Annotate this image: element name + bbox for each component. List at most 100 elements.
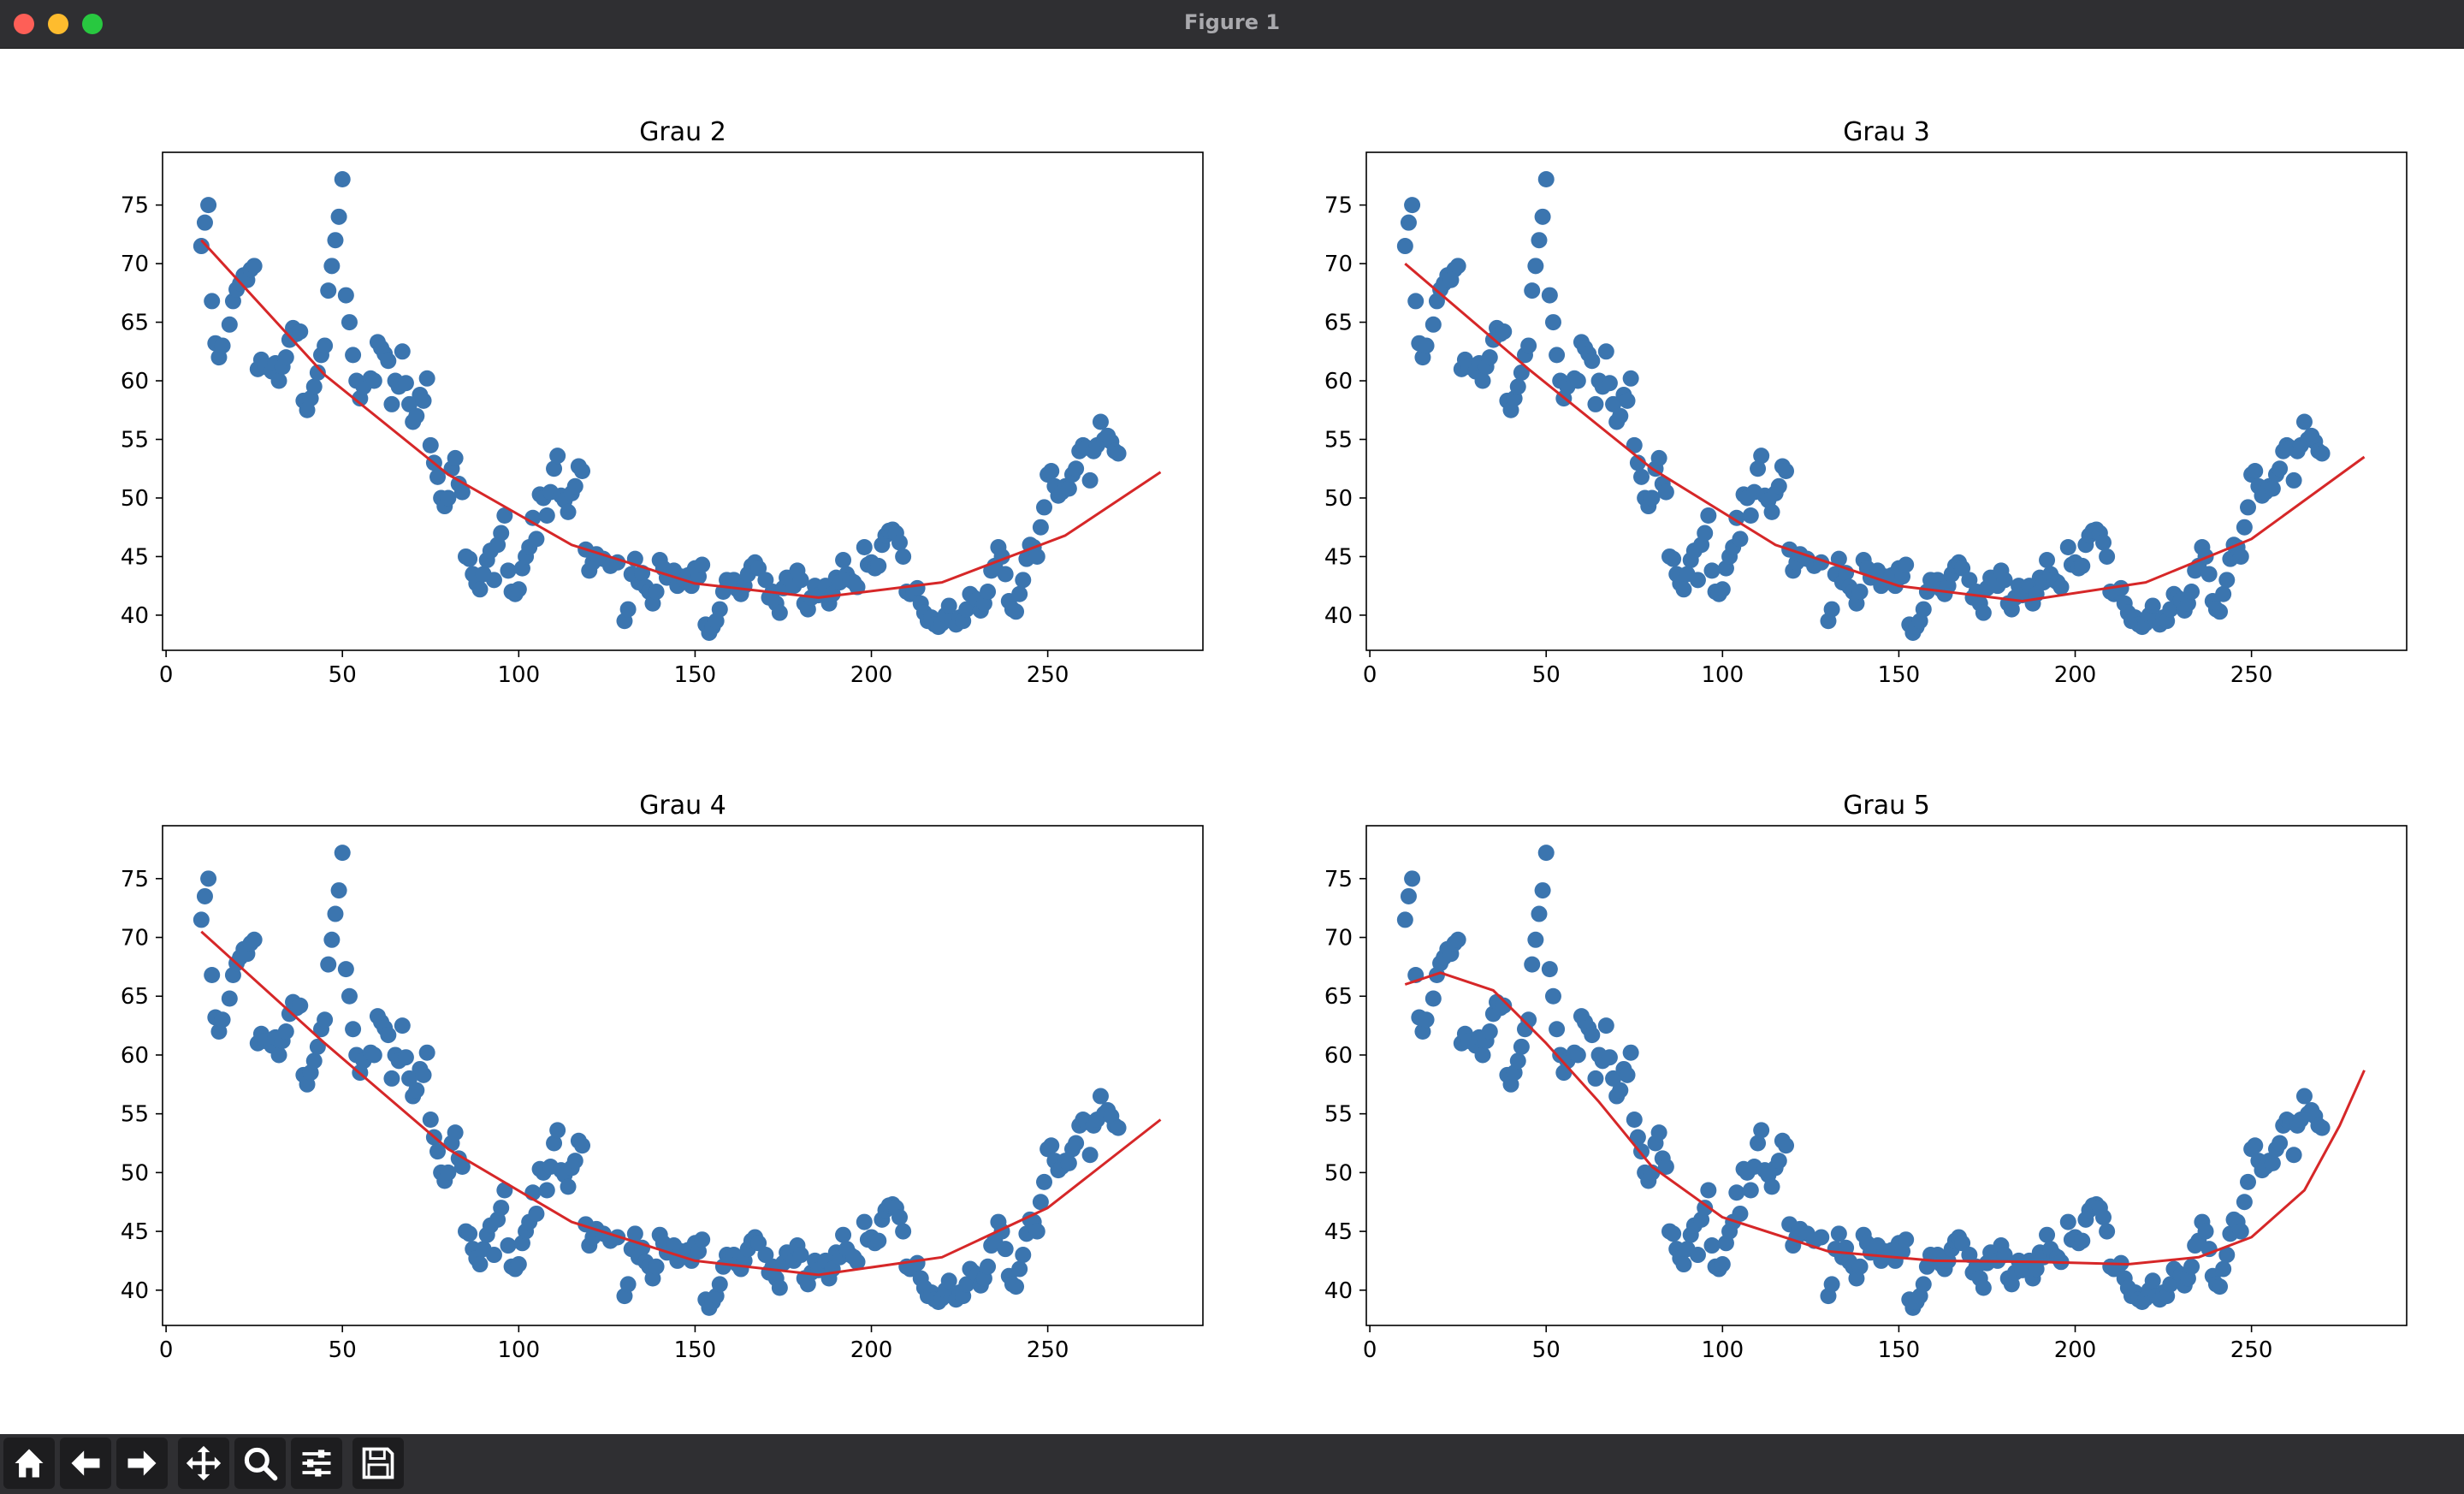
data-point	[560, 503, 577, 520]
data-point	[1534, 882, 1551, 899]
data-point	[1689, 1247, 1706, 1264]
data-point	[1697, 525, 1714, 542]
data-point	[334, 170, 351, 187]
data-point	[1823, 601, 1840, 618]
data-point	[415, 1066, 432, 1083]
polyfit-curve	[1404, 971, 2366, 1266]
data-point	[1732, 1205, 1749, 1222]
data-point	[1418, 1011, 1435, 1029]
data-point	[1650, 1124, 1667, 1141]
data-point	[1527, 931, 1544, 948]
data-point	[895, 1223, 912, 1240]
data-point	[418, 370, 435, 387]
data-point	[1527, 258, 1544, 275]
y-tick-label: 55	[121, 1102, 149, 1128]
zoom-window-button[interactable]	[82, 14, 103, 34]
data-point	[2285, 1147, 2302, 1164]
data-point	[2059, 1213, 2076, 1230]
data-point	[1524, 956, 1541, 973]
data-point	[1569, 372, 1586, 389]
save-button[interactable]	[352, 1438, 404, 1489]
home-button[interactable]	[3, 1438, 55, 1489]
data-point	[365, 372, 382, 389]
x-tick-label: 250	[1027, 1337, 1069, 1363]
minimize-window-button[interactable]	[48, 14, 68, 34]
data-point	[1763, 1178, 1780, 1195]
data-point	[1975, 1279, 1992, 1296]
data-point	[1011, 585, 1028, 602]
data-point	[2218, 1247, 2236, 1264]
data-point	[440, 1164, 457, 1181]
x-tick-label: 0	[159, 1337, 174, 1363]
data-point	[2144, 597, 2161, 614]
data-point	[1587, 395, 1604, 412]
data-point	[1954, 560, 1971, 577]
data-point	[1703, 562, 1721, 579]
data-point	[292, 997, 309, 1014]
data-point	[648, 1258, 665, 1275]
axes-frame	[1365, 151, 2408, 651]
data-point	[1996, 572, 2013, 589]
data-point	[1700, 1182, 1717, 1199]
data-point	[1520, 337, 1537, 354]
data-point	[546, 1135, 563, 1152]
data-point	[1770, 477, 1787, 495]
data-point	[1008, 1278, 1025, 1295]
x-tick-label: 250	[1027, 662, 1069, 688]
data-point	[538, 1182, 555, 1199]
data-point	[2264, 480, 2281, 497]
data-point	[757, 572, 774, 589]
data-point	[1092, 1088, 1109, 1105]
data-point	[1898, 556, 1915, 573]
data-point	[1830, 550, 1847, 567]
data-point	[1601, 375, 1618, 392]
data-point	[1813, 1229, 1830, 1246]
y-tick-label: 40	[1324, 603, 1353, 629]
x-tick-label: 150	[1878, 1337, 1921, 1363]
data-point	[320, 956, 337, 973]
data-point	[447, 1124, 464, 1141]
forward-button[interactable]	[116, 1438, 168, 1489]
data-point	[694, 556, 711, 573]
data-point	[895, 548, 912, 565]
y-tick-label: 60	[121, 369, 149, 394]
data-point	[1513, 364, 1530, 381]
data-point	[327, 905, 344, 922]
data-point	[1770, 1153, 1787, 1170]
zoom-button[interactable]	[234, 1438, 286, 1489]
back-button[interactable]	[60, 1438, 111, 1489]
data-point	[1520, 1011, 1537, 1029]
data-point	[337, 961, 354, 978]
data-point	[940, 1272, 957, 1289]
data-point	[870, 1232, 887, 1249]
data-point	[648, 584, 665, 601]
data-point	[771, 604, 788, 621]
data-point	[2059, 538, 2076, 555]
data-point	[1778, 462, 1795, 479]
data-point	[2183, 1258, 2200, 1275]
data-point	[2039, 1226, 2056, 1243]
data-point	[461, 1225, 478, 1242]
y-tick-label: 45	[1324, 544, 1353, 570]
data-point	[1619, 392, 1636, 409]
data-point	[330, 208, 347, 225]
data-point	[408, 407, 425, 424]
configure-subplots-button[interactable]	[291, 1438, 342, 1489]
data-point	[2272, 1135, 2289, 1152]
data-point	[2215, 585, 2232, 602]
x-tick-label: 50	[329, 662, 357, 688]
data-point	[856, 538, 873, 555]
data-point	[2197, 1223, 2214, 1240]
zoom-magnifier-icon	[244, 1447, 278, 1481]
pan-button[interactable]	[178, 1438, 229, 1489]
y-tick-label: 65	[121, 984, 149, 1010]
data-point	[2240, 499, 2257, 516]
data-point	[2232, 1223, 2249, 1240]
data-point	[1541, 287, 1558, 304]
data-point	[1424, 990, 1442, 1007]
data-point	[1742, 1182, 1759, 1199]
close-window-button[interactable]	[14, 14, 34, 34]
y-tick-label: 70	[1324, 252, 1353, 277]
data-point	[1569, 1046, 1586, 1064]
data-point	[1110, 1119, 1127, 1136]
